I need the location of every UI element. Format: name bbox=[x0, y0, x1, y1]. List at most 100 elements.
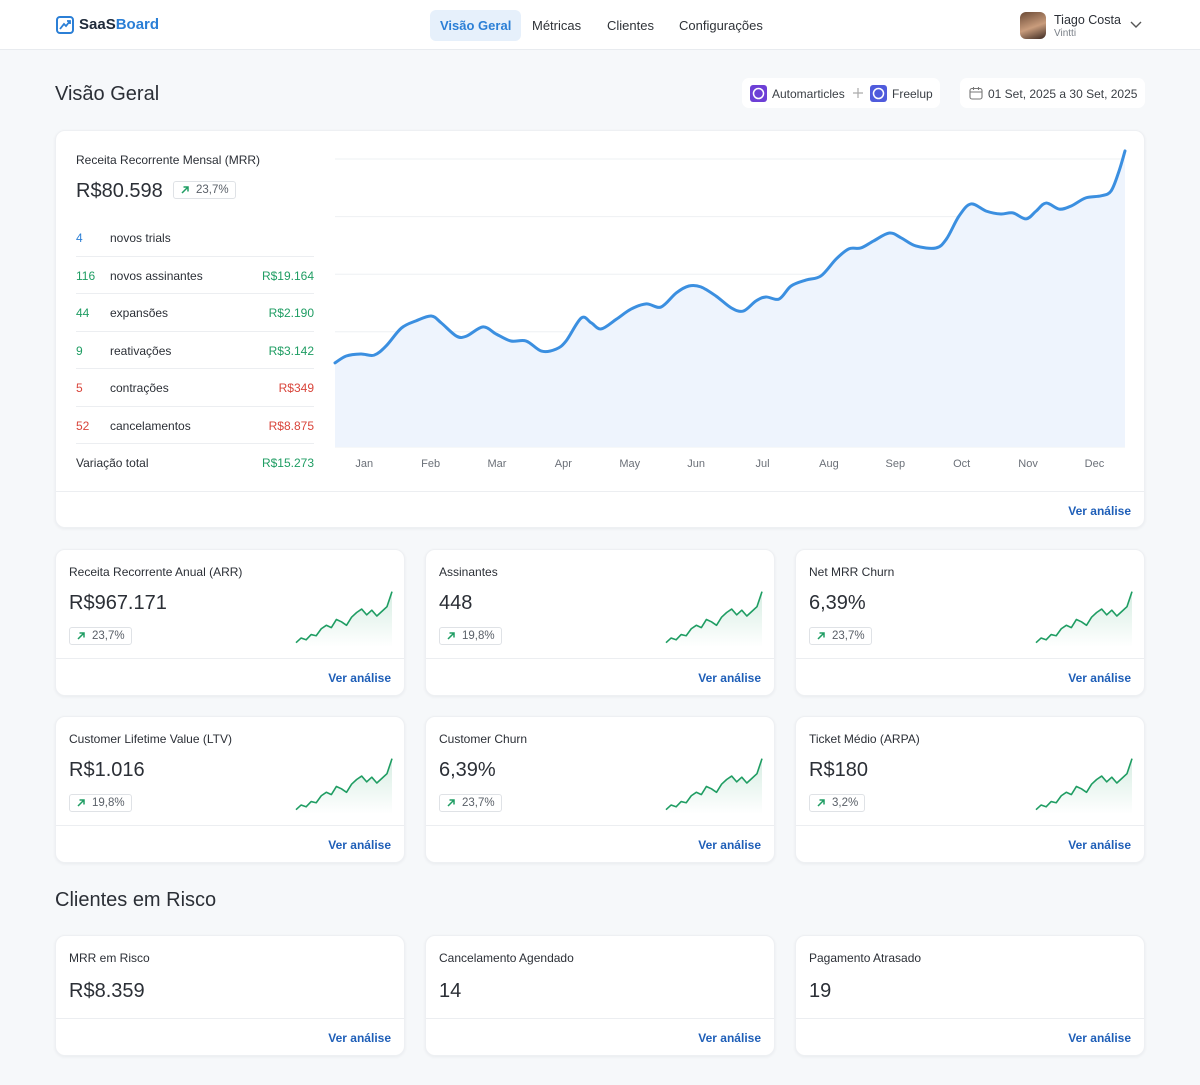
sparkline-line bbox=[1035, 591, 1133, 644]
user-name[interactable]: Tiago Costa bbox=[1054, 13, 1121, 27]
card-title: Ticket Médio (ARPA) bbox=[809, 732, 920, 746]
sparkline bbox=[295, 591, 393, 647]
total-row: Variação total R$15.273 bbox=[76, 444, 314, 482]
brand[interactable]: SaaSBoard bbox=[79, 16, 159, 33]
mrr-card: Receita Recorrente Mensal (MRR) R$80.598… bbox=[55, 130, 1145, 528]
link[interactable]: Ver análise bbox=[328, 838, 391, 852]
link[interactable]: Ver análise bbox=[1068, 504, 1131, 518]
integration-icon bbox=[750, 85, 767, 102]
x-tick-label: Apr bbox=[555, 458, 572, 470]
row-label: expansões bbox=[110, 306, 169, 320]
card-value: 14 bbox=[439, 980, 462, 1002]
risk-card: Pagamento Atrasado 19 Ver análise bbox=[795, 935, 1145, 1056]
row-count: 116 bbox=[76, 268, 96, 283]
metric-card: Customer Churn 6,39% 23,7% Ver análise bbox=[425, 716, 775, 863]
chevron[interactable] bbox=[1130, 20, 1142, 30]
nav-tab[interactable]: Configurações bbox=[679, 18, 763, 33]
brand-suffix: Board bbox=[115, 16, 160, 33]
breakdown-row: 5 contrações R$349 bbox=[76, 369, 314, 407]
sparkline bbox=[665, 758, 763, 814]
sparkline-area bbox=[1036, 591, 1132, 647]
arrow-up-icon bbox=[447, 799, 455, 807]
card-title: Customer Lifetime Value (LTV) bbox=[69, 732, 232, 746]
link[interactable]: Ver análise bbox=[1068, 671, 1131, 685]
change-badge: 23,7% bbox=[173, 181, 236, 199]
x-tick-label: May bbox=[619, 458, 640, 470]
risk-card: Cancelamento Agendado 14 Ver análise bbox=[425, 935, 775, 1056]
row-count: 5 bbox=[76, 381, 83, 395]
change-badge: 23,7% bbox=[69, 627, 132, 645]
link[interactable]: Ver análise bbox=[1068, 1031, 1131, 1045]
row-count: 4 bbox=[76, 231, 83, 245]
arrow-up-icon bbox=[817, 799, 825, 807]
date-range: 01 Set, 2025 a 30 Set, 2025 bbox=[988, 87, 1138, 101]
card-value: 6,39% bbox=[809, 592, 866, 614]
icon-ring bbox=[872, 87, 885, 100]
divider bbox=[56, 825, 404, 826]
link[interactable]: Ver análise bbox=[698, 838, 761, 852]
divider bbox=[796, 1018, 1144, 1019]
row-amount: R$2.190 bbox=[268, 306, 314, 320]
link[interactable]: Ver análise bbox=[328, 1031, 391, 1045]
metric-card: Receita Recorrente Anual (ARR) R$967.171 2… bbox=[55, 549, 405, 696]
breakdown-row: 9 reativações R$3.142 bbox=[76, 332, 314, 369]
calendar-icon bbox=[969, 87, 983, 100]
divider bbox=[56, 658, 404, 659]
integration-label: Automarticles bbox=[772, 87, 845, 101]
x-tick-label: Sep bbox=[886, 458, 906, 470]
divider bbox=[426, 658, 774, 659]
card-value: 6,39% bbox=[439, 759, 496, 781]
row-count: 44 bbox=[76, 306, 90, 320]
sparkline bbox=[1035, 591, 1133, 647]
arrow-up-icon bbox=[77, 632, 85, 640]
divider bbox=[426, 1018, 774, 1019]
row-label: reativações bbox=[110, 343, 172, 358]
change-value: 19,8% bbox=[462, 630, 495, 642]
link[interactable]: Ver análise bbox=[698, 671, 761, 685]
nav-tab[interactable]: Clientes bbox=[607, 18, 654, 33]
card-title: Receita Recorrente Mensal (MRR) bbox=[76, 153, 261, 167]
logo-icon bbox=[56, 16, 74, 34]
row-amount: R$8.875 bbox=[268, 418, 314, 433]
sparkline bbox=[665, 591, 763, 647]
change-value: 19,8% bbox=[92, 797, 125, 809]
change-badge: 19,8% bbox=[439, 627, 502, 645]
sparkline-line bbox=[665, 758, 763, 811]
link[interactable]: Ver análise bbox=[698, 1031, 761, 1045]
x-tick-label: Aug bbox=[819, 458, 839, 470]
x-tick-label: Dec bbox=[1085, 458, 1105, 470]
link[interactable]: Ver análise bbox=[1068, 838, 1131, 852]
card-title: Net MRR Churn bbox=[809, 565, 895, 579]
breakdown-row: 52 cancelamentos R$8.875 bbox=[76, 407, 314, 444]
total-label: Variação total bbox=[76, 456, 149, 470]
metric-card: Customer Lifetime Value (LTV) R$1.016 19,8… bbox=[55, 716, 405, 863]
divider bbox=[56, 1018, 404, 1019]
card-title: Receita Recorrente Anual (ARR) bbox=[69, 565, 243, 579]
row-label: novos assinantes bbox=[110, 268, 203, 283]
icon-bg bbox=[870, 85, 887, 102]
x-tick-label: Oct bbox=[953, 458, 970, 470]
risk-card: MRR em Risco R$8.359 Ver análise bbox=[55, 935, 405, 1056]
nav-tab[interactable]: Visão Geral bbox=[430, 10, 522, 41]
card-value: 448 bbox=[439, 592, 473, 614]
arrow bbox=[77, 799, 85, 807]
nav-tab[interactable]: Métricas bbox=[532, 18, 582, 33]
card-title: MRR em Risco bbox=[69, 951, 150, 965]
arrow-up-icon bbox=[817, 632, 825, 640]
arrow-up-icon bbox=[181, 186, 189, 194]
change-badge: 19,8% bbox=[69, 794, 132, 812]
card-value: R$1.016 bbox=[69, 759, 145, 781]
row-count: 52 bbox=[76, 418, 90, 433]
date-picker[interactable]: 01 Set, 2025 a 30 Set, 2025 bbox=[960, 78, 1145, 108]
row-label: novos trials bbox=[110, 231, 171, 245]
sparkline-area bbox=[296, 591, 392, 647]
integrations[interactable]: Automarticles Freelup bbox=[742, 78, 940, 108]
avatar[interactable] bbox=[1020, 12, 1046, 39]
divider bbox=[796, 658, 1144, 659]
link[interactable]: Ver análise bbox=[328, 671, 391, 685]
card-value: R$8.359 bbox=[69, 980, 145, 1002]
icon-ring bbox=[752, 87, 765, 100]
mrr-chart: Jan Feb Mar Apr May Jun Jul Aug Sep Oct Nov Dec bbox=[333, 149, 1127, 470]
card-title: Cancelamento Agendado bbox=[439, 951, 574, 965]
